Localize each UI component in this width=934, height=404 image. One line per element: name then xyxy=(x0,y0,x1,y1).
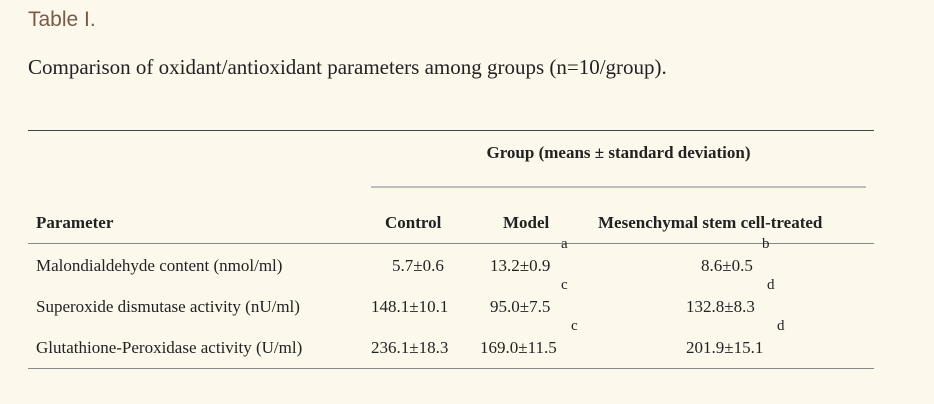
row-model-superscript: c xyxy=(571,318,578,334)
table-top-rule xyxy=(28,130,874,131)
header-rule xyxy=(28,243,874,244)
row-treated-superscript: d xyxy=(767,277,775,293)
row-treated-superscript: b xyxy=(762,236,770,252)
column-header-control: Control xyxy=(385,213,442,232)
row-model-value: 169.0±11.5 xyxy=(480,338,557,357)
row-control-value: 5.7±0.6 xyxy=(392,256,444,275)
group-header: Group (means ± standard deviation) xyxy=(486,143,751,162)
row-control-value: 148.1±10.1 xyxy=(371,297,449,316)
row-model-value: 13.2±0.9 xyxy=(490,256,551,275)
row-treated-value: 132.8±8.3 xyxy=(686,297,755,316)
row-parameter: Superoxide dismutase activity (nU/ml) xyxy=(36,297,300,316)
row-control-value: 236.1±18.3 xyxy=(371,338,449,357)
table-caption: Comparison of oxidant/antioxidant parame… xyxy=(28,55,667,79)
row-treated-value: 8.6±0.5 xyxy=(701,256,753,275)
table-bottom-rule xyxy=(28,368,874,369)
row-model-value: 95.0±7.5 xyxy=(490,297,551,316)
row-parameter: Glutathione-Peroxidase activity (U/ml) xyxy=(36,338,303,357)
row-treated-value: 201.9±15.1 xyxy=(686,338,764,357)
row-parameter: Malondialdehyde content (nmol/ml) xyxy=(36,256,283,275)
row-treated-superscript: d xyxy=(777,318,785,334)
table-label: Table I. xyxy=(28,8,96,31)
column-header-parameter: Parameter xyxy=(36,213,114,232)
row-model-superscript: c xyxy=(561,277,568,293)
group-header-rule xyxy=(371,186,866,188)
column-header-treated: Mesenchymal stem cell-treated xyxy=(598,213,823,232)
row-model-superscript: a xyxy=(561,236,568,252)
column-header-model: Model xyxy=(503,213,550,232)
